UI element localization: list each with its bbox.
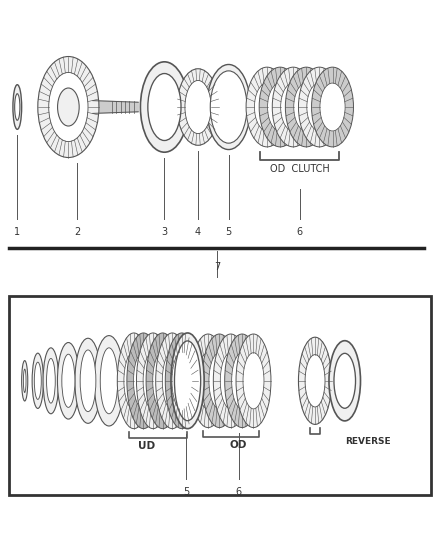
Ellipse shape bbox=[198, 353, 219, 409]
Ellipse shape bbox=[294, 83, 319, 131]
Ellipse shape bbox=[137, 333, 170, 429]
Ellipse shape bbox=[75, 338, 101, 423]
Ellipse shape bbox=[171, 333, 204, 429]
Ellipse shape bbox=[38, 56, 99, 158]
Ellipse shape bbox=[191, 334, 226, 427]
Text: 6: 6 bbox=[297, 227, 303, 237]
Ellipse shape bbox=[207, 64, 251, 150]
Ellipse shape bbox=[153, 352, 173, 409]
Ellipse shape bbox=[298, 337, 332, 424]
Ellipse shape bbox=[213, 334, 248, 427]
Text: UD: UD bbox=[138, 441, 155, 451]
Ellipse shape bbox=[46, 359, 55, 403]
Ellipse shape bbox=[232, 353, 253, 409]
Text: 6: 6 bbox=[236, 487, 242, 497]
Ellipse shape bbox=[49, 72, 88, 142]
Text: 2: 2 bbox=[74, 227, 80, 237]
Ellipse shape bbox=[202, 334, 237, 427]
Ellipse shape bbox=[246, 67, 288, 147]
Text: 1: 1 bbox=[14, 227, 20, 237]
Ellipse shape bbox=[281, 83, 306, 131]
Ellipse shape bbox=[62, 354, 75, 407]
Ellipse shape bbox=[236, 334, 271, 427]
Ellipse shape bbox=[272, 67, 314, 147]
Ellipse shape bbox=[13, 85, 21, 130]
Ellipse shape bbox=[155, 333, 189, 429]
Ellipse shape bbox=[124, 352, 144, 409]
Ellipse shape bbox=[43, 348, 59, 414]
Ellipse shape bbox=[311, 67, 353, 147]
Ellipse shape bbox=[162, 352, 182, 409]
Ellipse shape bbox=[320, 83, 345, 131]
Ellipse shape bbox=[34, 362, 41, 399]
Ellipse shape bbox=[185, 80, 211, 134]
Ellipse shape bbox=[329, 341, 360, 421]
FancyBboxPatch shape bbox=[10, 296, 431, 495]
Ellipse shape bbox=[117, 333, 150, 429]
Ellipse shape bbox=[243, 353, 264, 409]
Ellipse shape bbox=[172, 352, 192, 409]
Text: 3: 3 bbox=[161, 227, 167, 237]
Text: OD: OD bbox=[230, 440, 247, 450]
Ellipse shape bbox=[209, 353, 230, 409]
Text: REVERSE: REVERSE bbox=[345, 437, 390, 446]
Ellipse shape bbox=[148, 74, 181, 141]
Ellipse shape bbox=[80, 350, 96, 411]
Ellipse shape bbox=[14, 94, 20, 120]
Text: 5: 5 bbox=[183, 487, 189, 497]
Text: 4: 4 bbox=[195, 227, 201, 237]
Ellipse shape bbox=[307, 83, 332, 131]
Text: 7: 7 bbox=[214, 262, 220, 272]
Ellipse shape bbox=[225, 334, 260, 427]
Ellipse shape bbox=[141, 62, 188, 152]
Ellipse shape bbox=[174, 341, 201, 421]
Ellipse shape bbox=[94, 336, 124, 426]
Ellipse shape bbox=[259, 67, 301, 147]
Ellipse shape bbox=[254, 83, 279, 131]
Ellipse shape bbox=[57, 343, 79, 419]
Ellipse shape bbox=[134, 352, 153, 409]
Ellipse shape bbox=[57, 88, 79, 126]
Ellipse shape bbox=[220, 353, 241, 409]
Ellipse shape bbox=[100, 348, 118, 414]
Ellipse shape bbox=[334, 353, 356, 408]
Ellipse shape bbox=[127, 333, 160, 429]
Ellipse shape bbox=[298, 67, 340, 147]
Ellipse shape bbox=[165, 333, 198, 429]
Ellipse shape bbox=[23, 369, 26, 392]
Ellipse shape bbox=[305, 354, 325, 407]
Text: OD  CLUTCH: OD CLUTCH bbox=[270, 165, 330, 174]
Ellipse shape bbox=[32, 353, 43, 408]
Ellipse shape bbox=[177, 69, 219, 146]
Ellipse shape bbox=[210, 71, 247, 143]
Ellipse shape bbox=[21, 361, 28, 401]
Ellipse shape bbox=[268, 83, 293, 131]
Ellipse shape bbox=[286, 67, 327, 147]
Text: 5: 5 bbox=[226, 227, 232, 237]
Polygon shape bbox=[93, 101, 138, 114]
Ellipse shape bbox=[146, 333, 179, 429]
Ellipse shape bbox=[143, 352, 163, 409]
